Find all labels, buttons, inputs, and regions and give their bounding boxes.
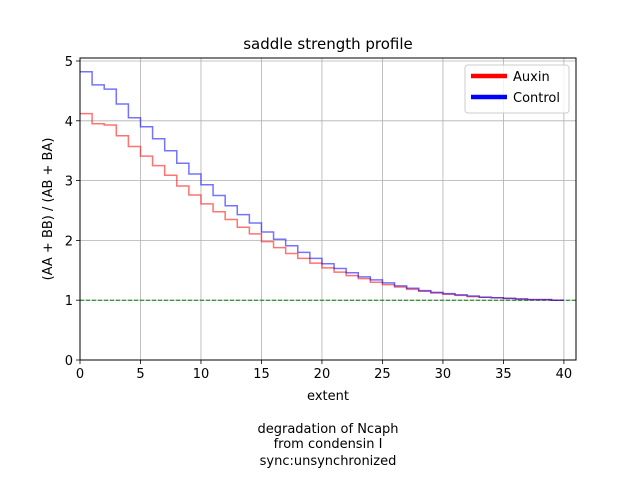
- x-tick-label: 35: [495, 367, 512, 382]
- y-tick-label: 2: [65, 234, 73, 249]
- y-tick-label: 1: [65, 294, 73, 309]
- caption-line-1: degradation of Ncaph: [257, 422, 398, 437]
- legend-label-control: Control: [513, 91, 560, 106]
- caption: degradation of Ncaph from condensin I sy…: [257, 422, 398, 469]
- chart-title: saddle strength profile: [243, 35, 413, 53]
- caption-line-2: from condensin I: [274, 437, 383, 452]
- y-axis-label: (AA + BB) / (AB + BA): [41, 138, 56, 281]
- legend: Auxin Control: [464, 64, 570, 114]
- series-line-control: [80, 71, 564, 301]
- x-tick-label: 5: [136, 367, 144, 382]
- series-group: [80, 71, 564, 301]
- y-tick-label: 4: [65, 115, 73, 130]
- ticks: 0 5 10 15 20 25 30 35 40 0 1 2 3 4 5: [65, 55, 572, 382]
- x-tick-label: 0: [76, 367, 84, 382]
- x-tick-label: 10: [193, 367, 210, 382]
- y-tick-label: 0: [65, 354, 73, 369]
- y-tick-label: 3: [65, 175, 73, 190]
- x-tick-label: 25: [374, 367, 391, 382]
- x-tick-label: 20: [314, 367, 331, 382]
- legend-label-auxin: Auxin: [513, 70, 550, 85]
- x-tick-label: 40: [556, 367, 573, 382]
- y-tick-label: 5: [65, 55, 73, 70]
- x-axis-label: extent: [307, 389, 349, 404]
- caption-line-3: sync:unsynchronized: [260, 454, 397, 469]
- x-tick-label: 15: [253, 367, 270, 382]
- plot-frame: [79, 57, 577, 361]
- x-tick-label: 30: [435, 367, 452, 382]
